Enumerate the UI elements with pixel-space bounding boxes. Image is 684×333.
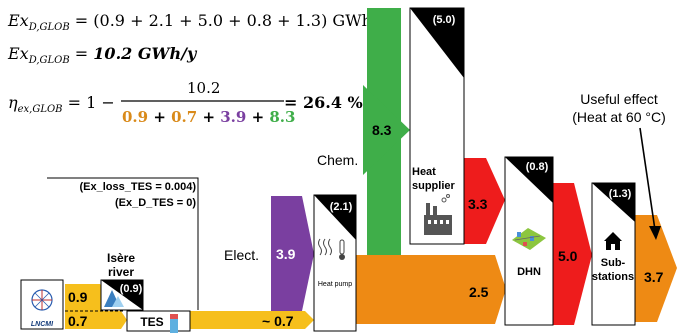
tes-destruction-note: (Ex_D_TES = 0) — [115, 197, 196, 209]
efficiency-result: = 26.4 % — [284, 93, 363, 112]
substations-destruction-value: (1.3) — [609, 188, 632, 200]
useful-effect-arrow — [639, 127, 656, 231]
lncmi-logo-icon — [31, 289, 53, 311]
denominator-term-6: 8.3 — [269, 108, 295, 126]
denominator-term-4: 3.9 — [220, 108, 246, 126]
useful-effect-sublabel: (Heat at 60 °C) — [572, 109, 666, 125]
thermometer-icon — [339, 239, 345, 260]
heat-supplier-destruction-triangle — [410, 8, 464, 78]
house-icon — [604, 232, 622, 250]
pump-output-flow — [356, 255, 506, 324]
tes-output-flow — [190, 311, 314, 329]
network-icon — [512, 228, 546, 250]
factory-icon — [424, 194, 452, 235]
supplier-output-value: 3.3 — [468, 196, 488, 212]
elect-flow-value: 3.9 — [276, 246, 296, 262]
denominator-term-2: 0.7 — [171, 108, 197, 126]
river-destruction-value: (0.9) — [120, 283, 143, 295]
in-top-value: 0.9 — [68, 289, 88, 305]
lncmi-top-flow — [65, 284, 97, 311]
heat-pump-destruction-triangle — [314, 195, 356, 240]
lncmi-bottom-flow — [65, 311, 127, 329]
heat-pump-destruction-value: (2.1) — [330, 201, 353, 213]
equation-line-3: ηex,GLOB = 1 − — [8, 93, 115, 115]
tes-tank-icon — [170, 314, 178, 333]
chem-arrow-head — [363, 85, 410, 175]
pump-output-value: 2.5 — [469, 284, 489, 300]
useful-effect-label: Useful effect — [580, 91, 658, 107]
denominator-term-5: + — [246, 108, 269, 126]
dhn-destruction-value: (0.8) — [526, 161, 549, 173]
lncmi-label: LNCMI — [31, 321, 54, 328]
denominator-term-3: + — [197, 108, 220, 126]
substations-destruction-triangle — [592, 183, 635, 222]
substations-label-2: stations — [592, 271, 634, 283]
denominator-term-1: + — [148, 108, 171, 126]
dhn-output-value: 5.0 — [558, 248, 578, 264]
efficiency-numerator: 10.2 — [187, 79, 220, 97]
tes-note-bracket — [47, 177, 199, 310]
chem-label: Chem. — [317, 152, 358, 168]
dhn-output-flow — [553, 183, 592, 325]
tes-loss-note: (Ex_loss_TES = 0.004) — [80, 181, 197, 193]
elect-label: Elect. — [224, 247, 259, 263]
heat-supplier-label-2: supplier — [412, 180, 456, 192]
tes-label: TES — [140, 315, 163, 329]
isere-label-2: river — [108, 265, 134, 279]
equation-line-2: ExD,GLOB = 10.2 GWh/y — [7, 44, 198, 66]
efficiency-denominator: 0.9 + 0.7 + 3.9 + 8.3 — [122, 108, 295, 126]
heat-supplier-destruction-value: (5.0) — [433, 14, 456, 26]
final-output-flow — [635, 215, 677, 322]
isere-label-1: Isère — [107, 251, 135, 265]
heat-waves-icon — [318, 238, 332, 256]
tes-output-value: ~ 0.7 — [262, 313, 294, 329]
elect-flow — [271, 196, 314, 311]
denominator-term-0: 0.9 — [122, 108, 148, 126]
substations-label-1: Sub- — [601, 257, 626, 269]
heat-supplier-label-1: Heat — [412, 166, 436, 178]
river-destruction-triangle — [101, 280, 143, 310]
dhn-label: DHN — [517, 266, 541, 278]
supplier-output-flow — [464, 158, 505, 244]
waterfall-icon — [104, 290, 124, 307]
heat-pump-label: Heat pump — [318, 281, 352, 288]
dhn-destruction-triangle — [505, 157, 553, 203]
in-bottom-value: 0.7 — [68, 313, 88, 329]
final-output-value: 3.7 — [644, 269, 664, 285]
equation-line-1: ExD,GLOB = (0.9 + 2.1 + 5.0 + 0.8 + 1.3)… — [7, 11, 386, 33]
useful-effect-arrowhead — [649, 226, 661, 240]
chem-flow-value: 8.3 — [372, 122, 392, 138]
